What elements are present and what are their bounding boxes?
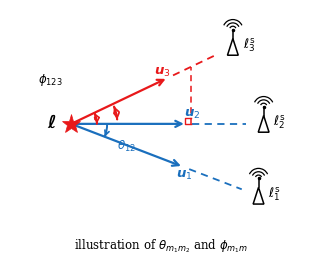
Text: $\boldsymbol{u}_1$: $\boldsymbol{u}_1$ [176,168,193,182]
Text: $\boldsymbol{u}_2$: $\boldsymbol{u}_2$ [184,108,200,121]
Text: $\theta_{12}$: $\theta_{12}$ [117,139,135,154]
Text: $\ell_3^{\mathrm{s}}$: $\ell_3^{\mathrm{s}}$ [242,36,255,54]
Text: $\ell_1^{\mathrm{s}}$: $\ell_1^{\mathrm{s}}$ [268,185,281,203]
Text: $\ell_2^{\mathrm{s}}$: $\ell_2^{\mathrm{s}}$ [273,114,286,131]
Text: $\phi_{123}$: $\phi_{123}$ [38,72,62,88]
Text: $\boldsymbol{\ell}$: $\boldsymbol{\ell}$ [47,114,57,132]
Text: illustration of $\theta_{m_1m_2}$ and $\phi_{m_1m}$: illustration of $\theta_{m_1m_2}$ and $\… [74,237,248,255]
Text: $\boldsymbol{u}_3$: $\boldsymbol{u}_3$ [154,66,170,79]
